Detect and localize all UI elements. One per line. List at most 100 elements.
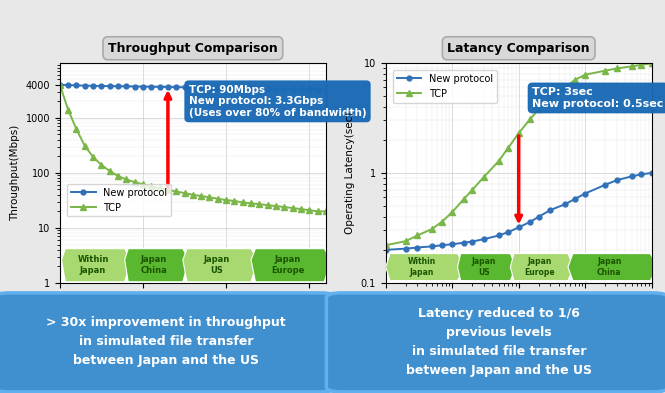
New protocol bbox=[239, 86, 247, 91]
New protocol bbox=[448, 242, 456, 246]
TCP bbox=[414, 233, 422, 238]
TCP bbox=[505, 145, 513, 150]
New protocol bbox=[571, 196, 579, 201]
New protocol bbox=[222, 86, 230, 90]
TCP bbox=[428, 226, 436, 231]
New protocol bbox=[402, 246, 410, 251]
Polygon shape bbox=[386, 253, 465, 281]
New protocol bbox=[527, 219, 535, 224]
X-axis label: Packet Loss Ratio(%): Packet Loss Ratio(%) bbox=[465, 307, 573, 317]
Text: Japan
China: Japan China bbox=[597, 257, 621, 277]
TCP bbox=[255, 202, 263, 207]
TCP bbox=[156, 186, 164, 191]
TCP bbox=[527, 116, 535, 121]
TCP bbox=[164, 187, 172, 192]
Legend: New protocol, TCP: New protocol, TCP bbox=[393, 70, 497, 103]
Text: Latency reduced to 1/6
previous levels
in simulated file transfer
between Japan : Latency reduced to 1/6 previous levels i… bbox=[406, 307, 592, 377]
New protocol bbox=[114, 84, 122, 88]
Polygon shape bbox=[61, 249, 131, 282]
Polygon shape bbox=[511, 253, 574, 281]
TCP bbox=[148, 184, 156, 189]
New protocol bbox=[64, 83, 72, 87]
TCP bbox=[181, 191, 189, 195]
New protocol bbox=[297, 87, 305, 92]
New protocol bbox=[601, 182, 609, 187]
FancyBboxPatch shape bbox=[0, 293, 335, 392]
TCP bbox=[239, 200, 247, 205]
TCP bbox=[72, 127, 80, 132]
FancyBboxPatch shape bbox=[327, 293, 665, 392]
TCP bbox=[468, 187, 476, 192]
New protocol bbox=[272, 86, 280, 91]
New protocol bbox=[164, 84, 172, 89]
New protocol bbox=[628, 174, 636, 179]
New protocol bbox=[314, 87, 322, 92]
TCP bbox=[247, 201, 255, 206]
New protocol bbox=[214, 85, 222, 90]
Polygon shape bbox=[251, 249, 332, 282]
Text: > 30x improvement in throughput
in simulated file transfer
between Japan and the: > 30x improvement in throughput in simul… bbox=[47, 316, 286, 367]
TCP bbox=[56, 83, 64, 87]
Line: TCP: TCP bbox=[57, 82, 329, 215]
Line: TCP: TCP bbox=[382, 60, 655, 248]
New protocol bbox=[322, 87, 330, 92]
New protocol bbox=[535, 214, 543, 219]
New protocol bbox=[648, 171, 656, 175]
TCP bbox=[382, 243, 390, 248]
TCP bbox=[648, 61, 656, 66]
TCP bbox=[581, 72, 589, 77]
Y-axis label: Operating Latency(sec): Operating Latency(sec) bbox=[345, 112, 355, 234]
New protocol bbox=[106, 84, 114, 88]
TCP bbox=[281, 205, 289, 209]
TCP bbox=[114, 174, 122, 178]
TCP bbox=[547, 95, 555, 100]
TCP bbox=[515, 131, 523, 136]
New protocol bbox=[638, 172, 646, 177]
New protocol bbox=[281, 86, 289, 91]
New protocol bbox=[181, 85, 189, 90]
New protocol bbox=[205, 85, 213, 90]
TCP bbox=[172, 189, 180, 194]
Text: Within
Japan: Within Japan bbox=[408, 257, 436, 277]
New protocol bbox=[289, 87, 297, 92]
Title: Latancy Comparison: Latancy Comparison bbox=[448, 42, 590, 55]
Text: Japan
Europe: Japan Europe bbox=[271, 255, 305, 275]
New protocol bbox=[197, 85, 205, 90]
TCP bbox=[189, 193, 197, 197]
New protocol bbox=[547, 208, 555, 212]
Polygon shape bbox=[183, 249, 258, 282]
New protocol bbox=[428, 244, 436, 249]
Text: Japan
Europe: Japan Europe bbox=[524, 257, 555, 277]
TCP bbox=[495, 159, 503, 163]
TCP bbox=[535, 107, 543, 112]
Polygon shape bbox=[125, 249, 189, 282]
TCP bbox=[205, 195, 213, 200]
Text: Within
Japan: Within Japan bbox=[77, 255, 109, 275]
New protocol bbox=[56, 83, 64, 87]
New protocol bbox=[172, 85, 180, 90]
New protocol bbox=[505, 230, 513, 235]
TCP bbox=[222, 198, 230, 202]
New protocol bbox=[72, 83, 80, 88]
TCP bbox=[448, 210, 456, 215]
Title: Throughput Comparison: Throughput Comparison bbox=[108, 42, 278, 55]
New protocol bbox=[148, 84, 156, 89]
TCP bbox=[130, 180, 139, 184]
New protocol bbox=[460, 241, 468, 245]
New protocol bbox=[130, 84, 139, 89]
New protocol bbox=[495, 233, 503, 238]
TCP bbox=[460, 196, 468, 201]
TCP bbox=[231, 198, 239, 203]
TCP bbox=[322, 209, 330, 214]
TCP bbox=[272, 204, 280, 208]
New protocol bbox=[468, 239, 476, 244]
TCP bbox=[97, 163, 105, 167]
TCP bbox=[139, 182, 147, 187]
Text: Japan
US: Japan US bbox=[471, 257, 496, 277]
New protocol bbox=[581, 191, 589, 196]
New protocol bbox=[231, 86, 239, 90]
New protocol bbox=[156, 84, 164, 89]
New protocol bbox=[414, 245, 422, 250]
New protocol bbox=[89, 83, 97, 88]
TCP bbox=[122, 177, 130, 182]
